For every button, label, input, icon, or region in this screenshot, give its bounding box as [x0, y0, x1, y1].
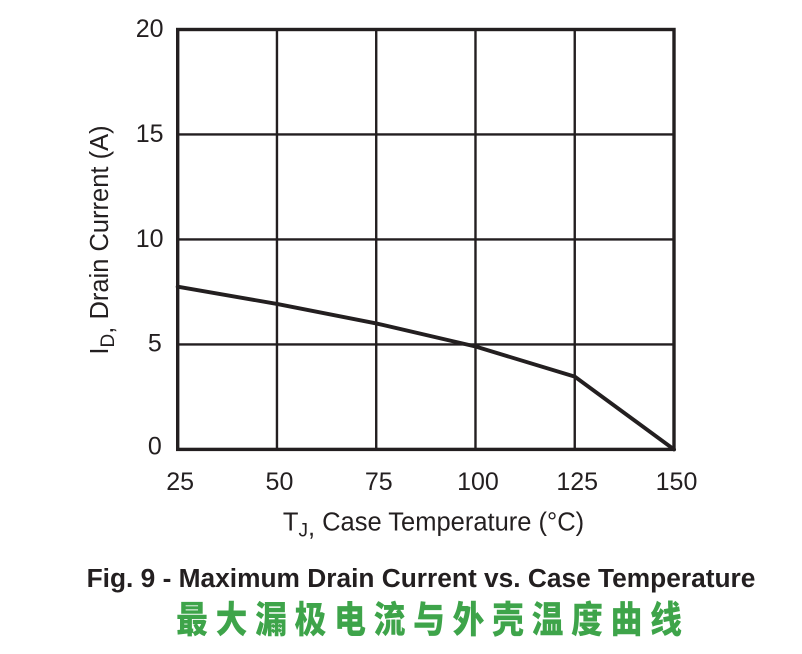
svg-text:20: 20 — [136, 15, 164, 43]
svg-text:25: 25 — [166, 468, 194, 496]
svg-text:125: 125 — [556, 468, 598, 496]
svg-text:10: 10 — [136, 225, 164, 253]
svg-text:75: 75 — [365, 468, 393, 496]
svg-text:0: 0 — [148, 433, 162, 461]
svg-text:Fig. 9 - Maximum Drain Current: Fig. 9 - Maximum Drain Current vs. Case … — [87, 563, 756, 593]
svg-text:100: 100 — [457, 468, 499, 496]
svg-text:15: 15 — [136, 120, 164, 148]
svg-text:TJ, Case Temperature (°C): TJ, Case Temperature (°C) — [283, 508, 584, 541]
svg-text:5: 5 — [148, 330, 162, 358]
svg-text:50: 50 — [266, 468, 294, 496]
svg-text:150: 150 — [656, 468, 698, 496]
svg-text:ID, Drain Current (A): ID, Drain Current (A) — [86, 125, 119, 354]
